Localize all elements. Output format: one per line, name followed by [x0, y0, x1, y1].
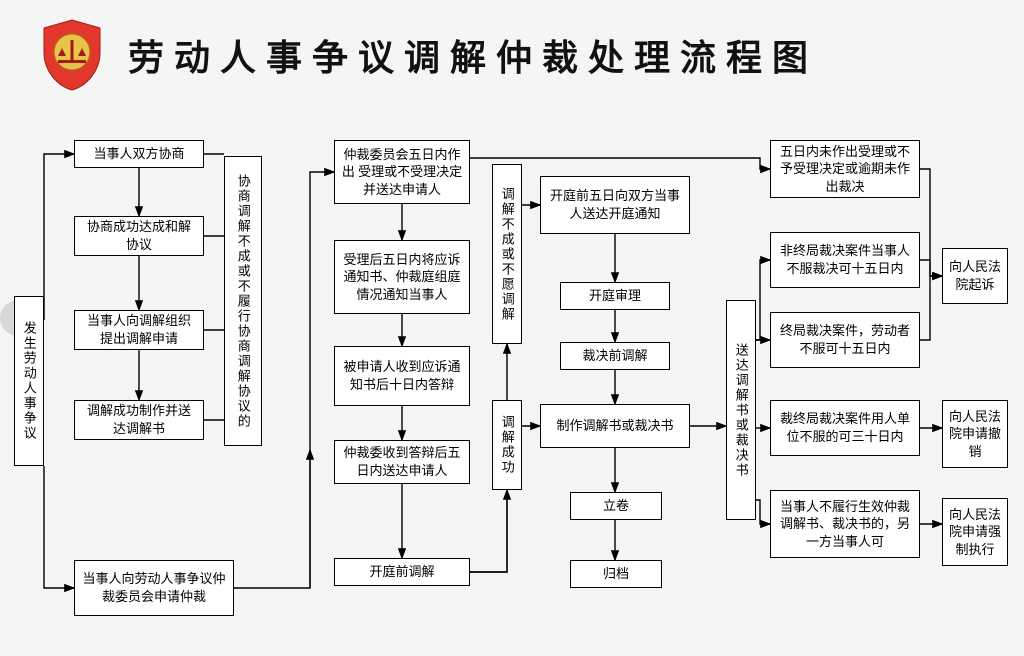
flow-node-n_a4: 调解成功制作并送达调解书 [74, 400, 204, 440]
flow-node-n_c4: 制作调解书或裁决书 [540, 404, 690, 448]
flow-node-n_a2: 协商成功达成和解协议 [74, 216, 204, 256]
flow-node-n_d1: 非终局裁决案件当事人不服裁决可十五日内 [770, 232, 920, 288]
flow-node-n_c2: 开庭审理 [560, 282, 670, 310]
flow-node-n_b3: 被申请人收到应诉通知书后十日内答辩 [334, 346, 470, 406]
flow-edge [310, 172, 334, 588]
flow-node-n_av: 协商调解不成或不履行协商调解协议的 [224, 156, 262, 446]
flow-node-n_c1: 开庭前五日向双方当事人送达开庭通知 [540, 176, 690, 234]
flow-node-n_b4: 仲裁委收到答辩后五日内送达申请人 [334, 440, 470, 484]
flowchart-canvas: 劳动人事争议调解仲裁处理流程图 ‹ 发生劳动人事争议当事人双方协商协商成功达成和… [0, 0, 1024, 656]
flow-node-n_dv: 送达调解书或裁决书 [726, 300, 756, 520]
page-title: 劳动人事争议调解仲裁处理流程图 [128, 29, 818, 81]
flow-edge [44, 154, 74, 320]
flow-node-n_e3: 向人民法院申请强制执行 [942, 498, 1008, 566]
flow-edge [234, 450, 310, 588]
flow-node-n_c5: 立卷 [570, 492, 662, 520]
flow-edge [920, 276, 942, 340]
emblem-logo [40, 18, 104, 92]
flow-node-n_a1: 当事人双方协商 [74, 140, 204, 168]
flow-node-n_cv2: 调解成功 [492, 400, 522, 490]
flow-node-n_cv1: 调解不成或不愿调解 [492, 164, 522, 344]
flow-node-n_d2: 终局裁决案件，劳动者不服可十五日内 [770, 312, 920, 368]
flow-node-n_a3: 当事人向调解组织提出调解申请 [74, 310, 204, 350]
title-bar: 劳动人事争议调解仲裁处理流程图 [0, 0, 1024, 110]
flow-edge [756, 260, 770, 340]
flow-edge [920, 169, 942, 276]
flow-node-n_c3: 裁决前调解 [560, 342, 670, 370]
flow-node-n_b1: 仲裁委员会五日内作出 受理或不受理决定并送达申请人 [334, 140, 470, 204]
flow-node-n_d3: 裁终局裁决案件用人单位不服的可三十日内 [770, 400, 920, 456]
flow-node-n_start: 发生劳动人事争议 [14, 296, 44, 466]
flow-node-n_a5: 当事人向劳动人事争议仲裁委员会申请仲裁 [74, 560, 234, 616]
flow-edge [920, 260, 942, 276]
flow-edge [756, 500, 770, 524]
flow-node-n_e2: 向人民法院申请撤销 [942, 400, 1008, 468]
flow-node-n_d4: 当事人不履行生效仲裁调解书、裁决书的，另一方当事人可 [770, 490, 920, 558]
flow-node-n_b5: 开庭前调解 [334, 558, 470, 586]
flow-edge [470, 490, 507, 572]
flow-node-n_e1: 向人民法院起诉 [942, 248, 1008, 304]
flow-node-n_d0: 五日内未作出受理或不予受理决定或逾期未作出裁决 [770, 140, 920, 198]
flow-node-n_b2: 受理后五日内将应诉通知书、仲裁庭组庭情况通知当事人 [334, 240, 470, 314]
flow-edge [44, 466, 74, 588]
flow-node-n_c6: 归档 [570, 560, 662, 588]
